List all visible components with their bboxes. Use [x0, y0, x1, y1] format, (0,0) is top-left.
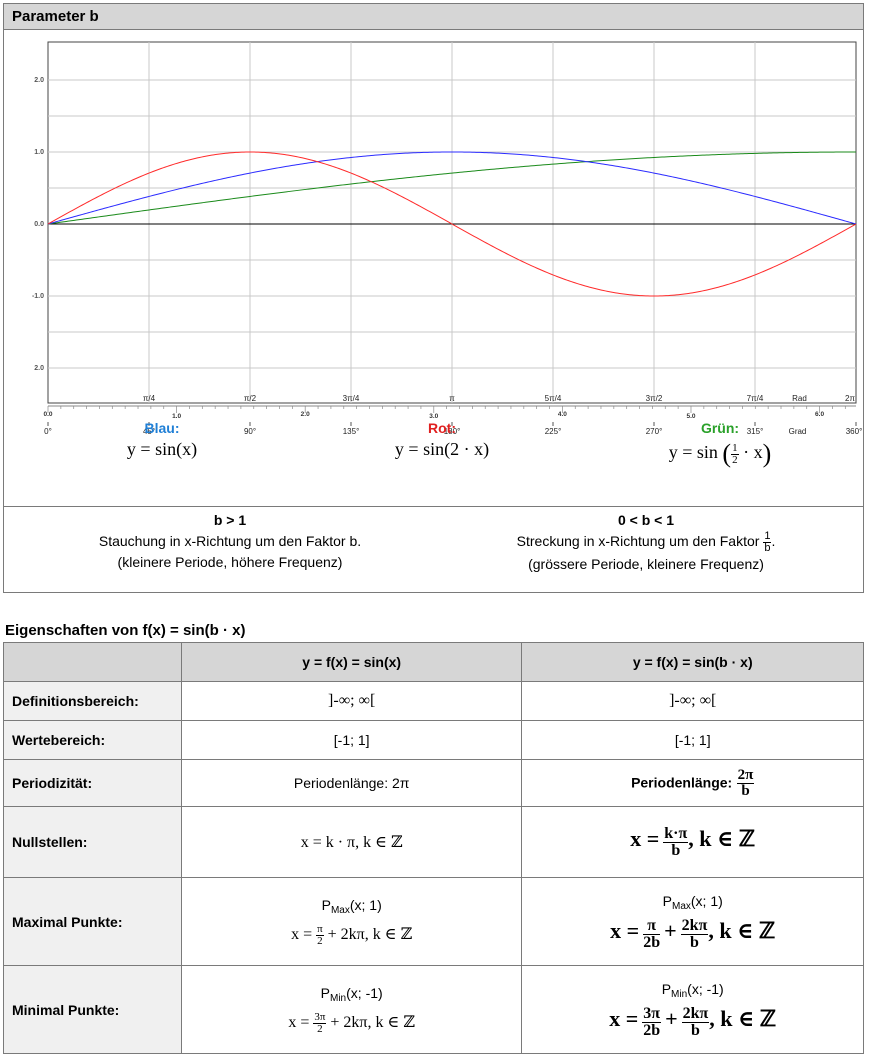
y-tick-label: 2.0	[34, 77, 44, 84]
legend-red: Rot: y = sin(2 · x)	[322, 420, 562, 460]
row-label-definition: Definitionsbereich:	[3, 681, 182, 721]
ruler-number-label: 5.0	[686, 413, 695, 420]
blue-curve	[47, 151, 857, 225]
case-lt1-line2: (grössere Periode, kleinere Frequenz)	[528, 556, 764, 572]
period-fraction: 2π b	[736, 766, 755, 799]
row-label-zeros: Nullstellen:	[3, 806, 182, 878]
y-tick-label: 1.0	[34, 149, 44, 156]
min-point-label-1: PMin(x; -1)	[320, 984, 383, 1004]
minima-sin-bx: PMin(x; -1) x = 3π 2b + 2kπ b, k ∈ ℤ	[521, 965, 864, 1054]
red-curve	[47, 151, 857, 297]
table-row: Minimal Punkte: PMin(x; -1) x = 3π 2 + 2k…	[3, 965, 864, 1054]
rad-tick-label: 5π/4	[545, 394, 562, 403]
legend-green: Grün: y = sin (1 2 · x)	[600, 420, 840, 469]
definition-sin-x: ]-∞; ∞[	[180, 681, 523, 721]
period-sin-bx: Periodenlänge: 2π b	[521, 759, 864, 807]
rad-tick-label: 3π/4	[343, 394, 360, 403]
min-formula-sin-bx: x = 3π 2b + 2kπ b, k ∈ ℤ	[609, 1004, 777, 1039]
deg-tick-label: 90°	[244, 427, 256, 436]
max-formula-sin-bx: x = π 2b + 2kπ b, k ∈ ℤ	[610, 916, 776, 951]
ruler-number-label: 0.0	[43, 411, 52, 418]
y-tick-label: 2.0	[34, 365, 44, 372]
table-row: Wertebereich: [-1; 1] [-1; 1]	[3, 720, 864, 760]
properties-table: y = f(x) = sin(x) y = f(x) = sin(b · x) …	[3, 642, 864, 1054]
case-b-greater-1: b > 1 Stauchung in x-Richtung um den Fak…	[24, 510, 436, 573]
sine-graph: 2.0 1.0 0.0 -1.0 2.0 π/4 π/2 3π/4 π 5π/4 3π/2 7π/4 2…	[32, 41, 863, 436]
range-sin-x: [-1; 1]	[180, 720, 523, 760]
legend-blue-equation: y = sin(x)	[126, 439, 198, 459]
legend-blue-name: Blau:	[144, 420, 180, 436]
deg-unit-label: Grad	[789, 427, 807, 436]
legend-blue: Blau: y = sin(x)	[42, 420, 282, 460]
rad-tick-label: 2π	[845, 394, 855, 403]
deg-tick-label: 225°	[545, 427, 562, 436]
row-label-range: Wertebereich:	[3, 720, 182, 760]
rad-tick-label: π	[449, 394, 455, 403]
ruler-number-label: 3.0	[429, 413, 438, 420]
zeros-sin-x: x = k · π, k ∈ ℤ	[180, 806, 523, 878]
header-sin-bx: y = f(x) = sin(b · x)	[521, 642, 864, 682]
header-empty-cell	[3, 642, 182, 682]
period-sin-x: Periodenlänge: 2π	[180, 759, 523, 807]
legend-red-equation: y = sin(2 · x)	[394, 439, 490, 459]
y-tick-label: -1.0	[32, 293, 44, 300]
case-gt1-line2: (kleinere Periode, höhere Frequenz)	[117, 554, 343, 570]
parameter-b-panel: Parameter b 2.0 1.0 0.0 -1.0 2.0 π/4 π/2 3π/4 π 5…	[3, 3, 864, 593]
green-curve	[47, 151, 856, 225]
case-gt1-title: b > 1	[213, 512, 247, 528]
rad-tick-label: 7π/4	[747, 394, 764, 403]
min-point-label-2: PMin(x; -1)	[661, 980, 724, 1000]
zeros-fraction: k·π b	[663, 824, 689, 859]
row-label-periodicity: Periodizität:	[3, 759, 182, 807]
legend-red-name: Rot:	[428, 420, 456, 436]
ruler-number-label: 4.0	[558, 411, 567, 418]
definition-sin-bx: ]-∞; ∞[	[521, 681, 864, 721]
deg-tick-label: 135°	[343, 427, 360, 436]
legend-green-equation: y = sin (1 2 · x)	[668, 439, 772, 468]
panel-title: Parameter b	[4, 4, 863, 30]
deg-tick-label: 180°	[444, 427, 461, 436]
rad-tick-label: π/2	[244, 394, 257, 403]
rad-unit-label: Rad	[792, 394, 807, 403]
table-row: Nullstellen: x = k · π, k ∈ ℤ x = k·π b, …	[3, 806, 864, 878]
case-b-between-0-1: 0 < b < 1 Streckung in x-Richtung um den…	[436, 510, 856, 575]
deg-tick-label: 45°	[143, 427, 155, 436]
deg-tick-label: 360°	[846, 427, 863, 436]
y-tick-label: 0.0	[34, 221, 44, 228]
zeros-sin-bx: x = k·π b, k ∈ ℤ	[521, 806, 864, 878]
rad-tick-label: 3π/2	[646, 394, 663, 403]
ruler-number-label: 2.0	[301, 411, 310, 418]
deg-tick-label: 315°	[747, 427, 764, 436]
legend-green-name: Grün:	[700, 420, 740, 436]
min-formula-sin-x: x = 3π 2 + 2kπ, k ∈ ℤ	[288, 1010, 416, 1035]
deg-tick-label: 0°	[44, 427, 52, 436]
green-eq-suffix: · x	[743, 442, 763, 463]
deg-tick-label: 270°	[646, 427, 663, 436]
properties-title: Eigenschaften von f(x) = sin(b · x)	[5, 622, 246, 639]
table-header-row: y = f(x) = sin(x) y = f(x) = sin(b · x)	[3, 642, 864, 682]
row-label-maxima: Maximal Punkte:	[3, 877, 182, 966]
max-point-label-2: PMax(x; 1)	[662, 892, 723, 912]
case-gt1-line1: Stauchung in x-Richtung um den Faktor b.	[98, 533, 362, 549]
row-label-minima: Minimal Punkte:	[3, 965, 182, 1054]
table-row: Definitionsbereich: ]-∞; ∞[ ]-∞; ∞[	[3, 681, 864, 721]
max-point-label-1: PMax(x; 1)	[321, 896, 382, 916]
minima-sin-x: PMin(x; -1) x = 3π 2 + 2kπ, k ∈ ℤ	[180, 965, 523, 1054]
header-sin-x: y = f(x) = sin(x)	[180, 642, 523, 682]
green-eq-prefix: y = sin	[668, 442, 718, 463]
rad-tick-label: π/4	[143, 394, 156, 403]
range-sin-bx: [-1; 1]	[521, 720, 864, 760]
maxima-sin-bx: PMax(x; 1) x = π 2b + 2kπ b, k ∈ ℤ	[521, 877, 864, 966]
ruler-number-label: 1.0	[172, 413, 181, 420]
case-lt1-title: 0 < b < 1	[617, 512, 675, 528]
ruler-number-label: 6.0	[815, 411, 824, 418]
panel-divider	[4, 506, 863, 507]
table-row: Periodizität: Periodenlänge: 2π Perioden…	[3, 759, 864, 807]
